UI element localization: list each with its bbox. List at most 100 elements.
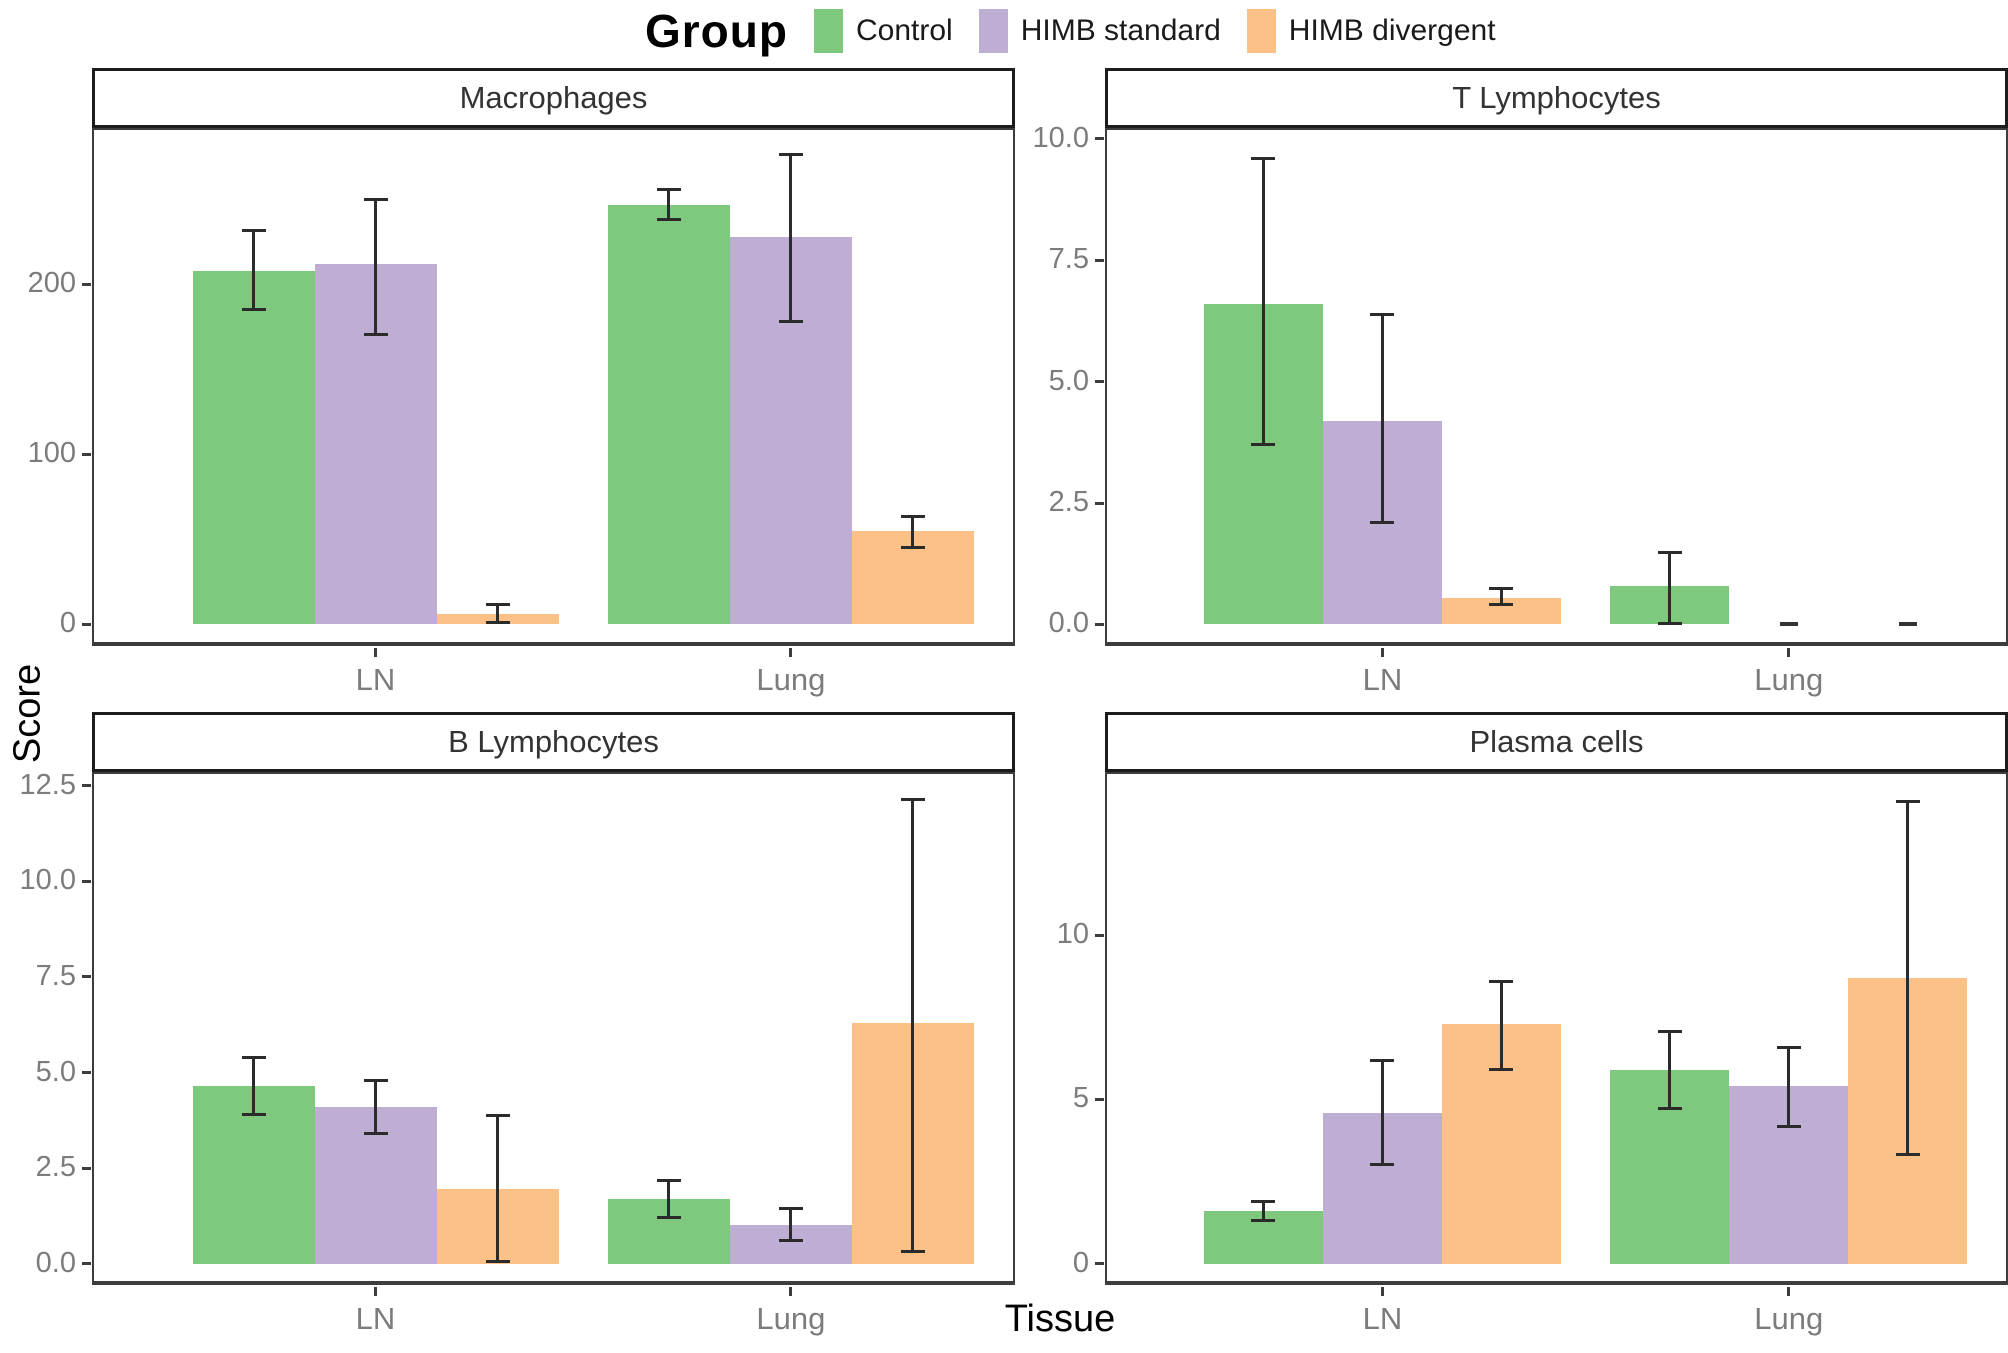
- y-tick: [82, 879, 91, 883]
- bar-control-ln: [192, 270, 315, 625]
- error-bar-cap-top: [778, 152, 803, 156]
- x-tick: [1380, 1287, 1384, 1296]
- error-bar: [911, 799, 915, 1253]
- x-tick-label-lung: Lung: [756, 662, 826, 697]
- error-bar-cap-bottom: [485, 1259, 510, 1263]
- error-bar-cap-top: [1489, 980, 1514, 984]
- error-bar-cap-top: [485, 603, 510, 607]
- x-tick: [374, 648, 377, 657]
- error-bar: [1787, 1046, 1791, 1128]
- x-axis-line: [92, 642, 1015, 646]
- facet-title: Plasma cells: [1469, 724, 1644, 759]
- legend-item-himb-standard: HIMB standard: [978, 9, 1221, 53]
- legend: Group Control HIMB standard HIMB diverge…: [645, 2, 1496, 60]
- facet-title: B Lymphocytes: [448, 724, 659, 759]
- error-bar-cap-top: [485, 1113, 510, 1117]
- error-bar-cap-bottom: [1489, 603, 1514, 607]
- error-bar-cap-top: [778, 1207, 803, 1211]
- x-tick-label-lung: Lung: [1754, 1301, 1824, 1336]
- error-bar: [252, 230, 255, 310]
- y-tick-label: 10.0: [1032, 121, 1089, 154]
- y-tick-label: 2.5: [35, 1151, 76, 1184]
- x-axis-title: Tissue: [1004, 1298, 1116, 1340]
- error-bar-cap-top: [1776, 1045, 1801, 1049]
- error-bar: [911, 515, 915, 548]
- error-bar-cap-top: [363, 198, 388, 202]
- y-tick-label: 10.0: [19, 864, 76, 897]
- y-tick-label: 0.0: [1048, 607, 1089, 640]
- error-bar: [1380, 1060, 1384, 1166]
- error-bar-cap-bottom: [1489, 1067, 1514, 1071]
- error-bar: [1499, 981, 1503, 1070]
- error-bar: [1906, 800, 1910, 1156]
- y-tick: [82, 1166, 91, 1170]
- y-tick-label: 7.5: [1048, 243, 1089, 276]
- error-bar-cap-bottom: [778, 319, 803, 323]
- y-tick-label: 5.0: [35, 1055, 76, 1088]
- y-tick: [1095, 622, 1104, 626]
- y-tick: [1095, 501, 1104, 505]
- error-bar: [252, 1057, 255, 1115]
- error-bar-cap-bottom: [1657, 622, 1682, 626]
- error-bar-cap-bottom: [778, 1238, 803, 1242]
- y-tick: [82, 282, 91, 286]
- x-tick: [374, 1287, 377, 1296]
- x-axis-line: [1105, 1281, 2008, 1285]
- error-bar-cap-top: [241, 229, 266, 233]
- facet-plot-plasma-cells: 0 5 10 LN Lung: [1057, 772, 2008, 1336]
- legend-title: Group: [645, 5, 788, 57]
- error-bar-cap-bottom: [485, 620, 510, 624]
- error-bar: [496, 1114, 499, 1262]
- facet-title: T Lymphocytes: [1452, 80, 1661, 115]
- error-bar: [1261, 158, 1265, 445]
- y-tick: [82, 975, 91, 979]
- error-bar-cap-top: [1370, 312, 1395, 316]
- legend-label: Control: [855, 14, 953, 47]
- x-tick: [1787, 1287, 1791, 1296]
- error-bar-cap-top: [1489, 587, 1514, 591]
- error-bar: [667, 189, 671, 220]
- y-tick-label: 200: [27, 267, 76, 300]
- y-tick: [1095, 1262, 1104, 1266]
- control-swatch-icon: [813, 9, 843, 53]
- legend-label: HIMB standard: [1020, 14, 1221, 47]
- y-tick-label: 12.5: [19, 768, 76, 801]
- facet-plot-macrophages: 0 100 200 LN Lung: [28, 128, 1015, 697]
- legend-item-himb-divergent: HIMB divergent: [1246, 9, 1496, 53]
- y-tick-label: 2.5: [1048, 486, 1089, 519]
- error-bar: [789, 153, 793, 322]
- x-tick-label-lung: Lung: [756, 1301, 826, 1336]
- error-bar-cap-bottom: [1657, 1107, 1682, 1111]
- error-bar-cap-top: [241, 1056, 266, 1060]
- facet-strip-plasma-cells: Plasma cells: [1105, 712, 2008, 772]
- error-bar-cap-top: [363, 1079, 388, 1083]
- error-bar-cap-top: [1251, 157, 1276, 161]
- y-tick: [1095, 137, 1104, 141]
- y-tick: [82, 1071, 91, 1075]
- error-bar-cap-bottom: [241, 307, 266, 311]
- y-tick: [82, 1262, 91, 1266]
- x-axis-line: [1105, 642, 2008, 646]
- x-tick-label-ln: LN: [1362, 1301, 1403, 1336]
- error-bar: [1261, 1201, 1265, 1221]
- error-bar: [1499, 588, 1503, 606]
- error-bar-cap-top: [900, 514, 925, 518]
- error-bar-cap-top: [1895, 799, 1920, 803]
- error-bar-cap-top: [656, 188, 681, 192]
- error-bar-cap-bottom: [1370, 520, 1395, 524]
- facet-title: Macrophages: [459, 80, 648, 115]
- y-tick: [1095, 380, 1104, 384]
- error-bar: [496, 604, 499, 623]
- x-tick-label-lung: Lung: [1754, 662, 1824, 697]
- error-bar-cap-top: [1657, 1029, 1682, 1033]
- legend-label: HIMB divergent: [1288, 14, 1496, 47]
- error-bar-cap-bottom: [900, 545, 925, 549]
- x-tick: [789, 648, 793, 657]
- error-bar-cap-bottom: [656, 217, 681, 221]
- facet-strip-macrophages: Macrophages: [92, 68, 1015, 128]
- x-axis-line: [92, 1281, 1015, 1285]
- facet-strip-b-lymphocytes: B Lymphocytes: [92, 712, 1015, 772]
- y-tick: [1095, 258, 1104, 262]
- himb-divergent-swatch-icon: [1246, 9, 1276, 53]
- y-tick: [1095, 933, 1104, 937]
